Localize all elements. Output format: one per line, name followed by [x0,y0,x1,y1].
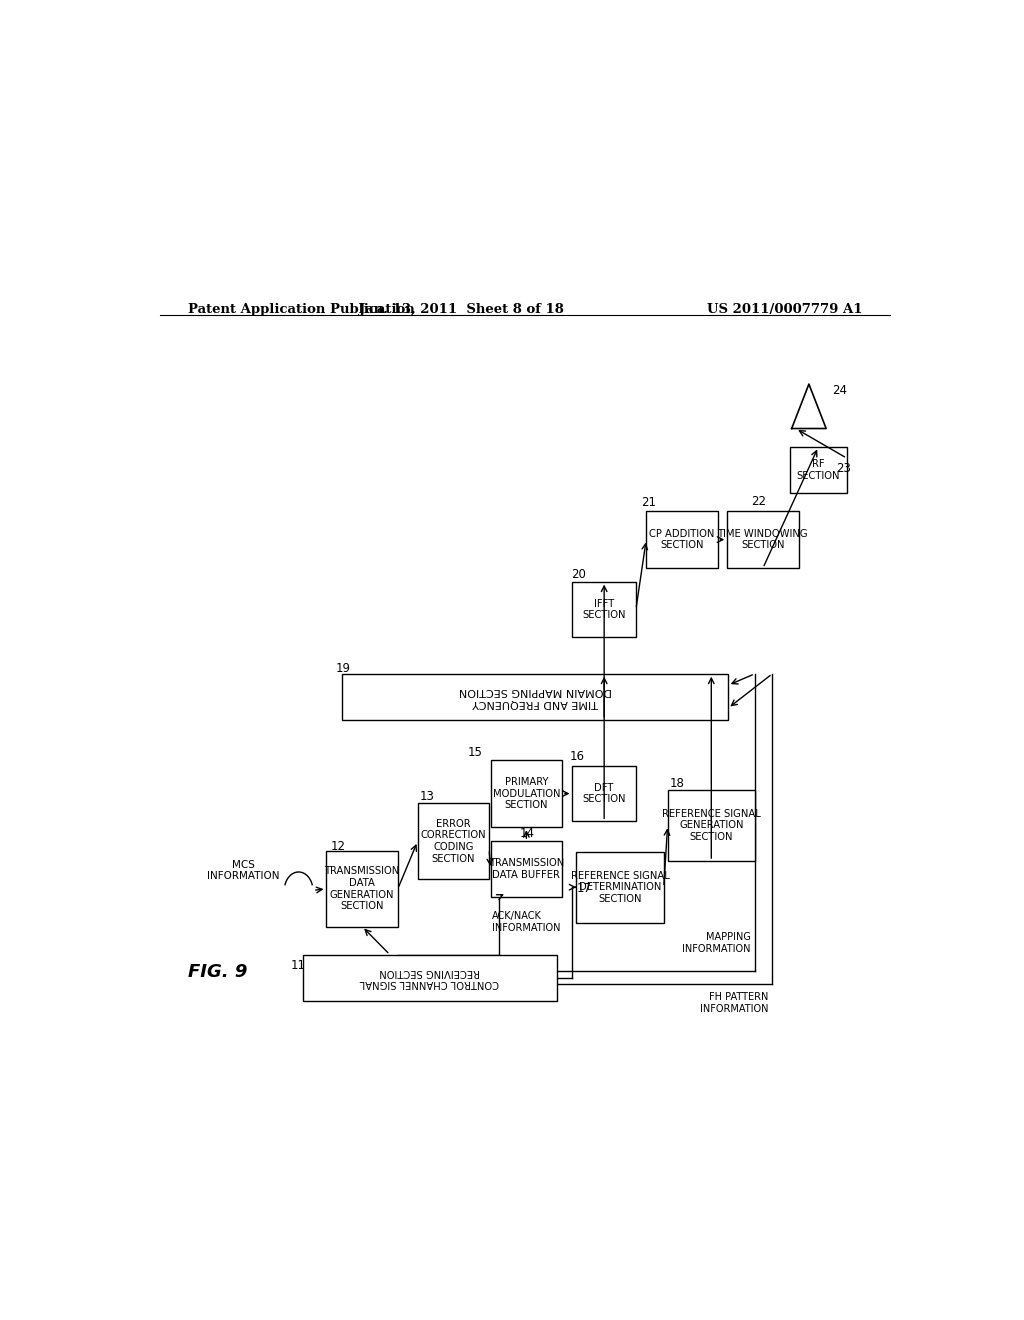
Text: FIG. 9: FIG. 9 [187,964,247,981]
Text: 14: 14 [520,826,535,840]
Text: 17: 17 [577,882,592,895]
Text: FH PATTERN
INFORMATION: FH PATTERN INFORMATION [700,991,768,1014]
Text: TIME AND FREQUENCY
DOMAIN MAPPING SECTION: TIME AND FREQUENCY DOMAIN MAPPING SECTIO… [459,686,611,708]
Text: 12: 12 [331,840,345,853]
Text: REFERENCE SIGNAL
DETERMINATION
SECTION: REFERENCE SIGNAL DETERMINATION SECTION [570,871,670,904]
Text: 13: 13 [420,791,435,803]
Text: DFT
SECTION: DFT SECTION [583,783,626,804]
Bar [342,673,728,719]
Text: CONTROL CHANNEL SIGNAL
RECEIVING SECTION: CONTROL CHANNEL SIGNAL RECEIVING SECTION [360,966,499,989]
Bar [668,789,755,861]
Text: 19: 19 [336,661,351,675]
Bar [577,851,664,923]
Text: REFERENCE SIGNAL
GENERATION
SECTION: REFERENCE SIGNAL GENERATION SECTION [662,809,761,842]
Bar [572,766,636,821]
Text: 11: 11 [291,960,306,972]
Text: MAPPING
INFORMATION: MAPPING INFORMATION [682,932,751,954]
Text: ERROR
CORRECTION
CODING
SECTION: ERROR CORRECTION CODING SECTION [421,818,486,863]
Text: PRIMARY
MODULATION
SECTION: PRIMARY MODULATION SECTION [493,777,560,810]
Text: 15: 15 [468,746,482,759]
Text: Jan. 13, 2011  Sheet 8 of 18: Jan. 13, 2011 Sheet 8 of 18 [358,304,564,315]
Bar [572,582,636,638]
Text: Patent Application Publication: Patent Application Publication [187,304,415,315]
Bar [327,851,397,927]
Text: 20: 20 [570,568,586,581]
Text: US 2011/0007779 A1: US 2011/0007779 A1 [707,304,862,315]
Bar [418,804,489,879]
Text: TIME WINDOWING
SECTION: TIME WINDOWING SECTION [718,529,808,550]
Text: 22: 22 [751,495,766,508]
Text: MCS
INFORMATION: MCS INFORMATION [207,859,280,882]
Bar [646,511,718,568]
Text: 23: 23 [836,462,851,475]
Bar [490,841,562,896]
Text: IFFT
SECTION: IFFT SECTION [583,599,626,620]
Text: 24: 24 [833,384,848,397]
Bar [727,511,799,568]
Bar [490,760,562,828]
Text: RF
SECTION: RF SECTION [797,459,840,480]
Text: CP ADDITION
SECTION: CP ADDITION SECTION [649,529,715,550]
Text: 16: 16 [569,750,585,763]
Text: TRANSMISSION
DATA
GENERATION
SECTION: TRANSMISSION DATA GENERATION SECTION [325,866,399,911]
Text: ACK/NACK
INFORMATION: ACK/NACK INFORMATION [493,911,561,933]
Bar [303,954,557,1001]
Text: 21: 21 [641,496,655,510]
Bar [790,446,847,492]
Text: 18: 18 [670,776,684,789]
Text: TRANSMISSION
DATA BUFFER: TRANSMISSION DATA BUFFER [488,858,564,879]
